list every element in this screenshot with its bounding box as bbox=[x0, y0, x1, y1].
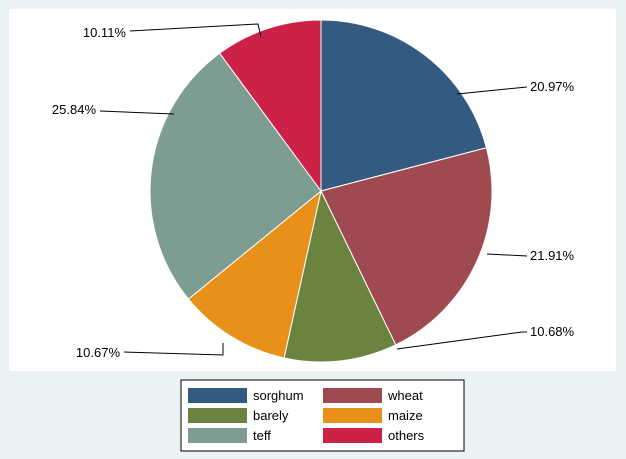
pie-slice-others bbox=[218, 19, 322, 193]
pie-slice-sorghum bbox=[320, 19, 488, 192]
pie-slice-teff bbox=[149, 52, 322, 300]
slice-label-others: 10.11% bbox=[83, 25, 127, 40]
legend-swatch-sorghum bbox=[188, 388, 247, 403]
legend-label-sorghum: sorghum bbox=[253, 388, 304, 403]
legend-label-others: others bbox=[388, 428, 425, 443]
slice-label-wheat: 21.91% bbox=[530, 248, 575, 263]
leader-line-others bbox=[129, 23, 262, 38]
leader-line-sorghum bbox=[456, 86, 528, 95]
slice-label-teff: 25.84% bbox=[52, 102, 97, 117]
slice-label-maize: 10.67% bbox=[76, 345, 121, 360]
legend-swatch-maize bbox=[323, 408, 382, 423]
legend-swatch-teff bbox=[188, 428, 247, 443]
pie-slice-maize bbox=[187, 189, 322, 359]
pie-slices bbox=[149, 19, 493, 363]
leader-line-barely bbox=[396, 331, 527, 350]
slice-label-sorghum: 20.97% bbox=[530, 79, 575, 94]
legend-swatch-others bbox=[323, 428, 382, 443]
slice-labels: 20.97% 21.91% 10.68% 10.67% 25.84% 10.11% bbox=[52, 23, 575, 360]
legend-swatch-wheat bbox=[323, 388, 382, 403]
legend-label-wheat: wheat bbox=[387, 388, 423, 403]
legend-label-maize: maize bbox=[388, 408, 423, 423]
legend: sorghum wheat barely maize teff others bbox=[180, 379, 465, 452]
leader-line-wheat bbox=[486, 253, 528, 257]
leader-line-maize bbox=[123, 343, 224, 356]
legend-label-barely: barely bbox=[253, 408, 289, 423]
slice-label-barely: 10.68% bbox=[530, 324, 575, 339]
leader-line-teff bbox=[99, 110, 175, 115]
legend-label-teff: teff bbox=[253, 428, 271, 443]
pie-slice-wheat bbox=[320, 147, 493, 346]
legend-swatch-barely bbox=[188, 408, 247, 423]
